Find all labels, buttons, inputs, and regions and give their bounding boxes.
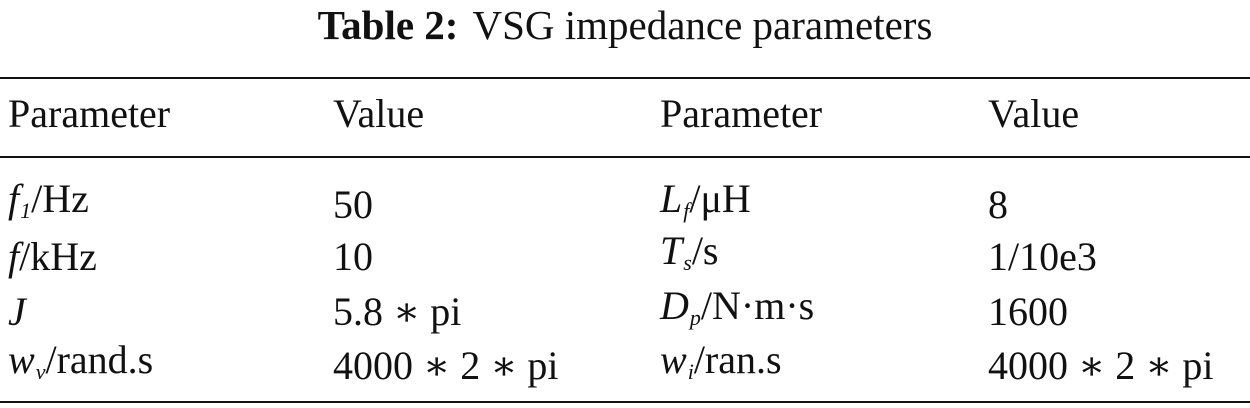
table-caption: VSG impedance parameters (472, 2, 933, 48)
symbol: J (8, 289, 26, 334)
parameter-cell: Ts/s (660, 227, 719, 287)
symbol: f (8, 176, 20, 221)
parameter-cell: wv/rand.s (8, 336, 153, 396)
unit: /rand.s (45, 337, 154, 382)
subscript: v (35, 359, 46, 384)
parameter-cell: Dp/N·m·s (660, 282, 814, 342)
value-cell: 1600 (988, 289, 1068, 334)
table-label: Table 2: (317, 2, 459, 48)
subscript: p (689, 305, 701, 330)
parameter-cell: f/kHz (8, 233, 97, 281)
value-cell: 4000 ∗ 2 ∗ pi (988, 343, 1214, 388)
parameter-cell: J (8, 288, 26, 336)
unit: /kHz (19, 234, 97, 279)
header-cell: Value (333, 91, 425, 136)
unit: /μH (689, 176, 751, 221)
subscript: 1 (20, 198, 32, 223)
symbol: f (8, 234, 20, 279)
header-cell: Parameter (8, 91, 171, 136)
subscript: f (683, 198, 690, 223)
subscript: s (683, 250, 692, 275)
unit: /Hz (31, 176, 89, 221)
symbol: w (8, 337, 35, 382)
symbol: D (660, 283, 689, 328)
symbol: w (660, 337, 687, 382)
unit: /ran.s (693, 337, 782, 382)
unit: /s (691, 228, 719, 273)
value-cell: 4000 ∗ 2 ∗ pi (333, 343, 559, 388)
unit: /N·m·s (700, 283, 815, 328)
table-title: Table 2: VSG impedance parameters (0, 0, 1250, 50)
value-cell: 5.8 ∗ pi (333, 289, 462, 334)
value-cell: 50 (333, 182, 373, 227)
parameter-cell: Lf/μH (660, 175, 751, 235)
value-cell: 8 (988, 182, 1008, 227)
subscript: i (687, 359, 694, 384)
symbol: T (660, 228, 683, 273)
header-cell: Value (988, 91, 1080, 136)
header-cell: Parameter (660, 91, 823, 136)
header-rule (0, 156, 1250, 158)
bottom-rule (0, 401, 1250, 403)
parameter-cell: f1/Hz (8, 175, 89, 235)
top-rule (0, 77, 1250, 79)
value-cell: 1/10e3 (988, 234, 1097, 279)
value-cell: 10 (333, 234, 373, 279)
symbol: L (660, 176, 683, 221)
parameter-cell: wi/ran.s (660, 336, 782, 396)
